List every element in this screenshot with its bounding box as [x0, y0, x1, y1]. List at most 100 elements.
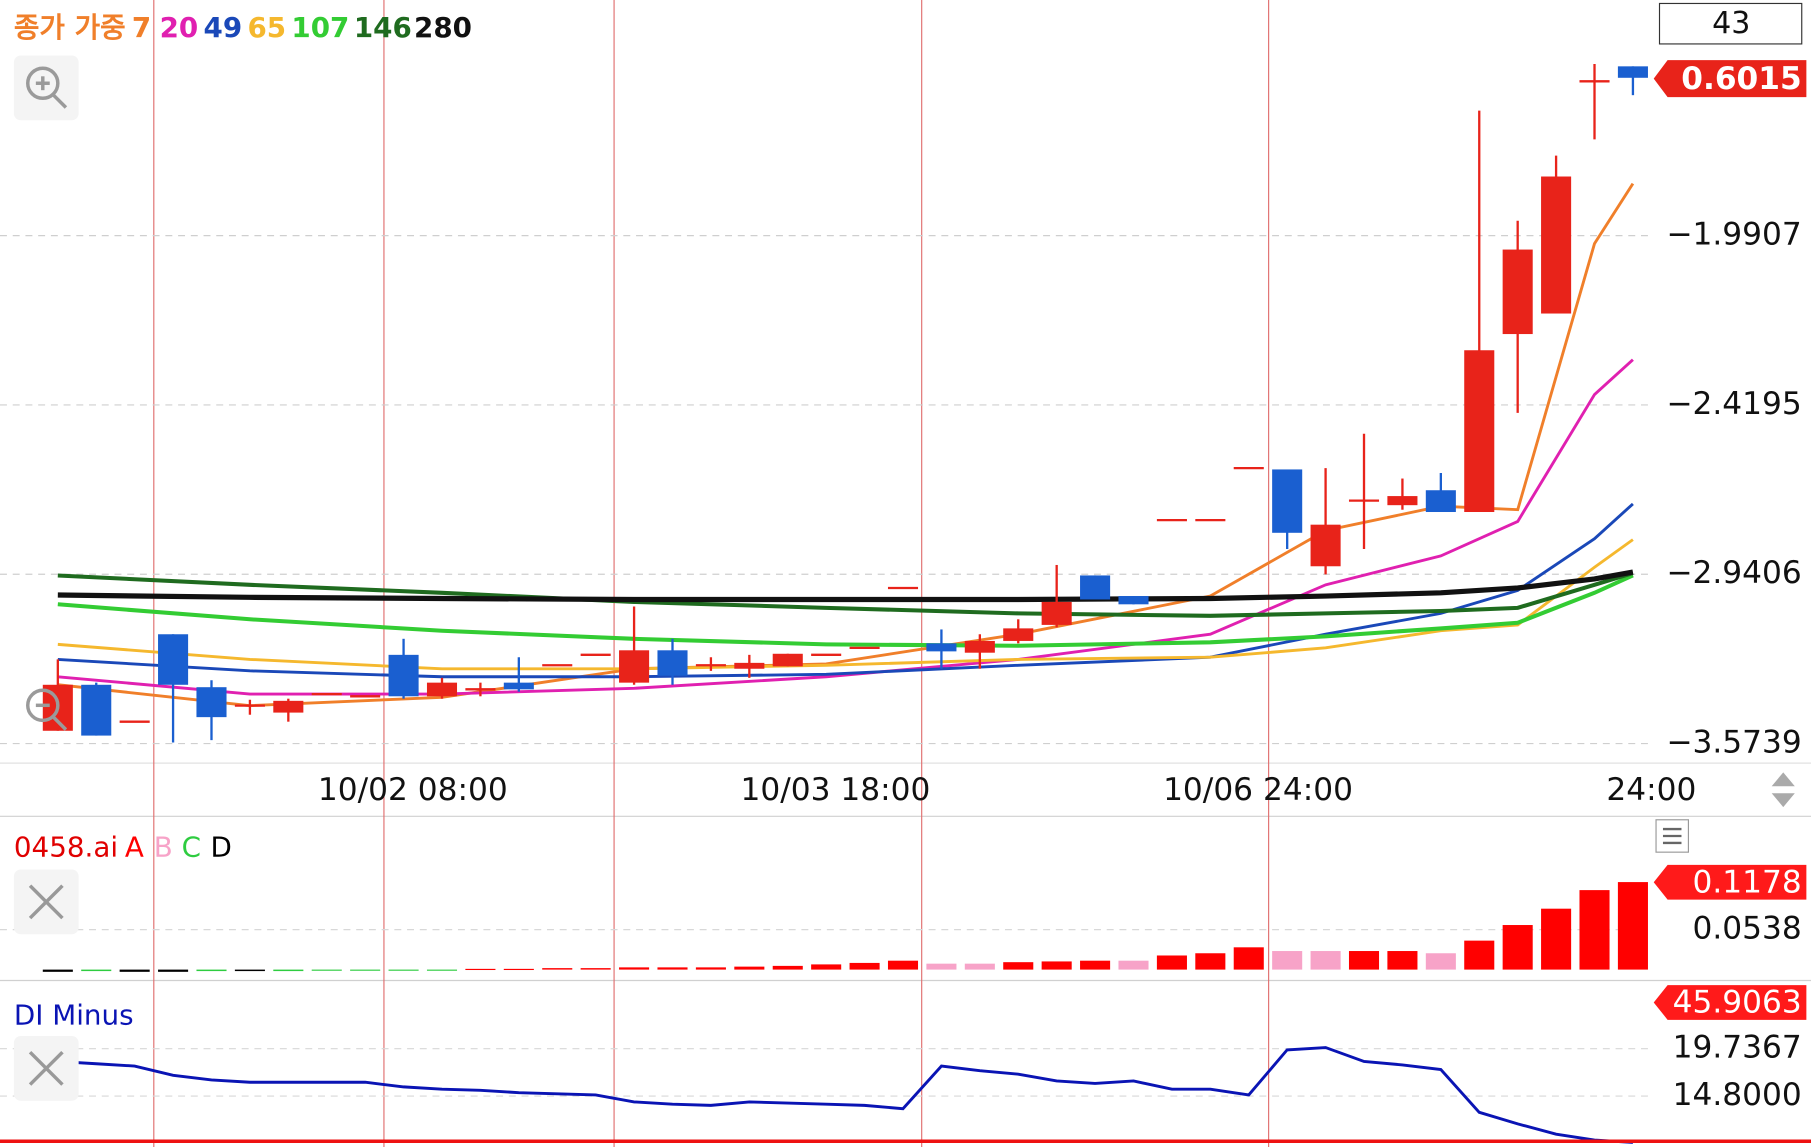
close-icon[interactable] — [13, 869, 79, 935]
bar — [1310, 951, 1341, 970]
candle — [81, 682, 112, 736]
candle-body — [657, 650, 688, 676]
candle — [1041, 564, 1072, 628]
candle — [772, 653, 803, 667]
candle — [1348, 433, 1380, 550]
candle-body — [426, 682, 458, 697]
y-tick-label: −2.9406 — [1666, 555, 1801, 591]
y-tick-label: −1.9907 — [1666, 217, 1801, 253]
x-tick-label: 10/03 18:00 — [740, 772, 930, 808]
legend-entry: C — [182, 831, 201, 864]
candle-body — [1041, 601, 1072, 625]
bar — [1541, 908, 1572, 970]
bar — [1272, 951, 1303, 970]
zoom-out[interactable] — [26, 688, 68, 731]
candle — [734, 654, 765, 678]
candle — [657, 638, 688, 685]
legend-entry: D — [210, 831, 231, 864]
x-tick-label: 10/02 08:00 — [318, 772, 508, 808]
close-x[interactable] — [28, 1050, 64, 1086]
y-tick-label: −3.5739 — [1666, 725, 1801, 761]
zoom-bg[interactable] — [13, 55, 79, 121]
scroll-arrows[interactable] — [1771, 772, 1795, 808]
plot-layer: −3.5739 −2.9406 −2.4195 −1.9907 10/02 08:00 1… — [0, 11, 1802, 1144]
candle — [503, 657, 534, 692]
bar — [388, 969, 419, 971]
badge: 43 — [1712, 6, 1750, 41]
bar — [849, 962, 880, 970]
candle-body — [1464, 350, 1495, 513]
legend-entry: A — [125, 831, 144, 864]
candle-body — [273, 700, 304, 713]
legend-entry: 20 — [160, 11, 199, 44]
bar — [1118, 960, 1149, 970]
legend-entry: 280 — [414, 11, 472, 44]
candle-body — [1541, 176, 1572, 314]
legend-entry: 65 — [247, 11, 286, 44]
bar — [580, 968, 611, 970]
arrow-up[interactable] — [1771, 772, 1795, 787]
candle-body — [1387, 496, 1418, 506]
close-x[interactable] — [28, 884, 64, 920]
indicator-line — [57, 1046, 1633, 1144]
candle — [1387, 478, 1418, 510]
bar — [311, 969, 342, 971]
y-tick-label: 14.8000 — [1673, 1077, 1802, 1113]
menu-box[interactable] — [1655, 819, 1689, 853]
close-icon[interactable] — [13, 1036, 79, 1101]
candle — [273, 698, 304, 722]
indicator-title: 0458.ai — [14, 831, 118, 864]
bar — [1156, 955, 1187, 970]
candle-body — [1003, 628, 1034, 641]
zoom-handle[interactable] — [51, 715, 68, 731]
menu-icon[interactable] — [1655, 819, 1689, 853]
arrow-down[interactable] — [1771, 793, 1795, 808]
y-tick-label: 0.0538 — [1692, 911, 1801, 947]
bar — [273, 969, 304, 972]
value-tag-label: 0.1178 — [1692, 864, 1801, 900]
candle — [465, 682, 496, 697]
candle — [1425, 473, 1456, 513]
bar — [1502, 925, 1533, 970]
candle — [234, 699, 265, 715]
bar — [964, 963, 995, 970]
legend-title: 종가 가중 — [14, 11, 126, 44]
zoom-in[interactable] — [13, 55, 79, 121]
bar — [811, 964, 842, 970]
moving-average — [57, 571, 1634, 618]
x-tick-label: 10/06 24:00 — [1163, 772, 1353, 808]
bar — [926, 963, 957, 970]
candle — [695, 657, 726, 671]
bar — [350, 969, 381, 971]
bar — [1617, 882, 1648, 970]
bar — [503, 968, 534, 971]
bar — [465, 968, 496, 971]
bar — [1579, 890, 1610, 970]
bar — [1195, 953, 1226, 970]
candle — [158, 634, 189, 743]
candle — [619, 606, 650, 685]
day-lines — [153, 0, 1270, 1147]
zoom-lens[interactable] — [26, 688, 60, 723]
candle — [1502, 220, 1533, 413]
bar — [619, 967, 650, 970]
zoom-lens[interactable] — [26, 66, 60, 101]
candle-body — [1617, 66, 1648, 78]
bar — [426, 969, 458, 971]
candle — [1617, 66, 1648, 96]
bar — [1041, 961, 1072, 970]
bar — [734, 966, 765, 970]
value-tag — [1653, 864, 1807, 900]
candle-body — [1272, 469, 1303, 533]
bar — [81, 969, 112, 972]
bar — [772, 965, 803, 970]
candle-body — [734, 662, 765, 669]
bar — [1080, 960, 1111, 970]
candle-body — [1425, 490, 1456, 513]
value-tag-label: 45.9063 — [1673, 985, 1802, 1021]
moving-average — [57, 573, 1634, 648]
bar — [1003, 962, 1034, 970]
legend-entry: 107 — [291, 11, 349, 44]
zoom-handle[interactable] — [51, 93, 68, 109]
